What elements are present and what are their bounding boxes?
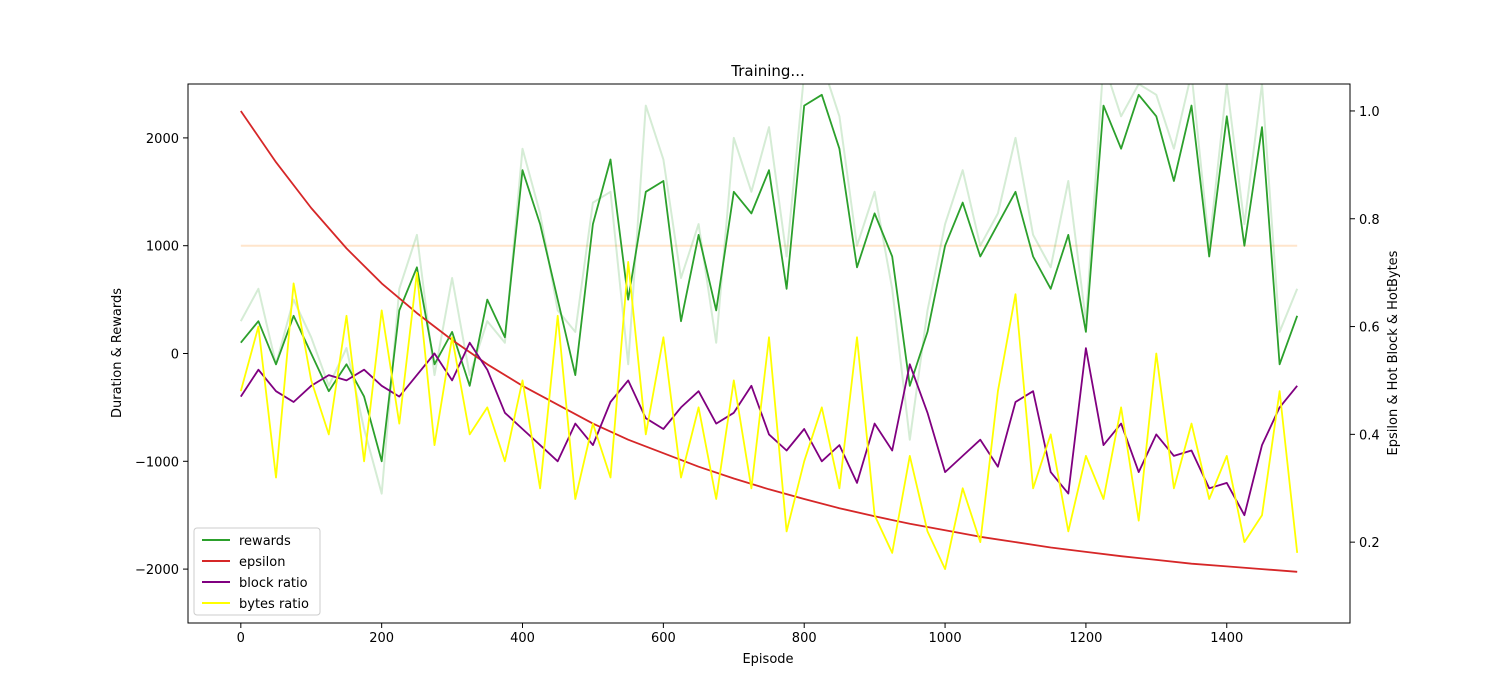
y-tick-label: 0 [171,348,179,363]
x-tick-label: 1400 [1210,631,1243,646]
y-axis-ticks: −2000 −1000 0 1000 2000 [135,132,188,578]
series-line-rewards [240,93,1299,463]
legend-entry: rewards [239,534,291,549]
legend: rewards epsilon block ratio bytes ratio [193,527,321,616]
x-tick-label: 0 [237,631,245,646]
x-tick-label: 800 [792,631,817,646]
series-line-rewards-raw [239,84,1299,495]
legend-entry: epsilon [239,555,285,570]
legend-box [193,527,321,616]
series-line-epsilon [240,110,1298,573]
y2-tick-label: 0.2 [1359,536,1380,551]
y-axis-label: Duration & Rewards [110,288,125,418]
x-axis-ticks: 0 200 400 600 800 1000 1200 1400 [237,623,1243,646]
x-tick-label: 600 [651,631,676,646]
series-line-block-ratio [240,341,1298,517]
y2-axis-ticks: 0.2 0.4 0.6 0.8 1.0 [1350,105,1380,551]
series-line-bytes-ratio [239,261,1299,570]
y2-tick-label: 0.6 [1359,321,1380,336]
x-tick-label: 200 [369,631,394,646]
y-tick-label: 1000 [146,240,179,255]
series-layer [239,84,1299,573]
y-tick-label: 2000 [146,132,179,147]
y-tick-label: −1000 [135,455,179,470]
x-axis-label: Episode [742,652,793,667]
x-tick-label: 400 [510,631,535,646]
x-tick-label: 1000 [929,631,962,646]
y2-axis-label: Epsilon & Hot Block & HotBytes [1386,250,1401,455]
legend-entry: block ratio [239,576,308,591]
legend-entry: bytes ratio [239,597,309,612]
chart-title: Training... [730,62,805,80]
y2-tick-label: 1.0 [1359,105,1380,120]
x-tick-label: 1200 [1069,631,1102,646]
y2-tick-label: 0.4 [1359,428,1380,443]
y-tick-label: −2000 [135,563,179,578]
y2-tick-label: 0.8 [1359,213,1380,228]
